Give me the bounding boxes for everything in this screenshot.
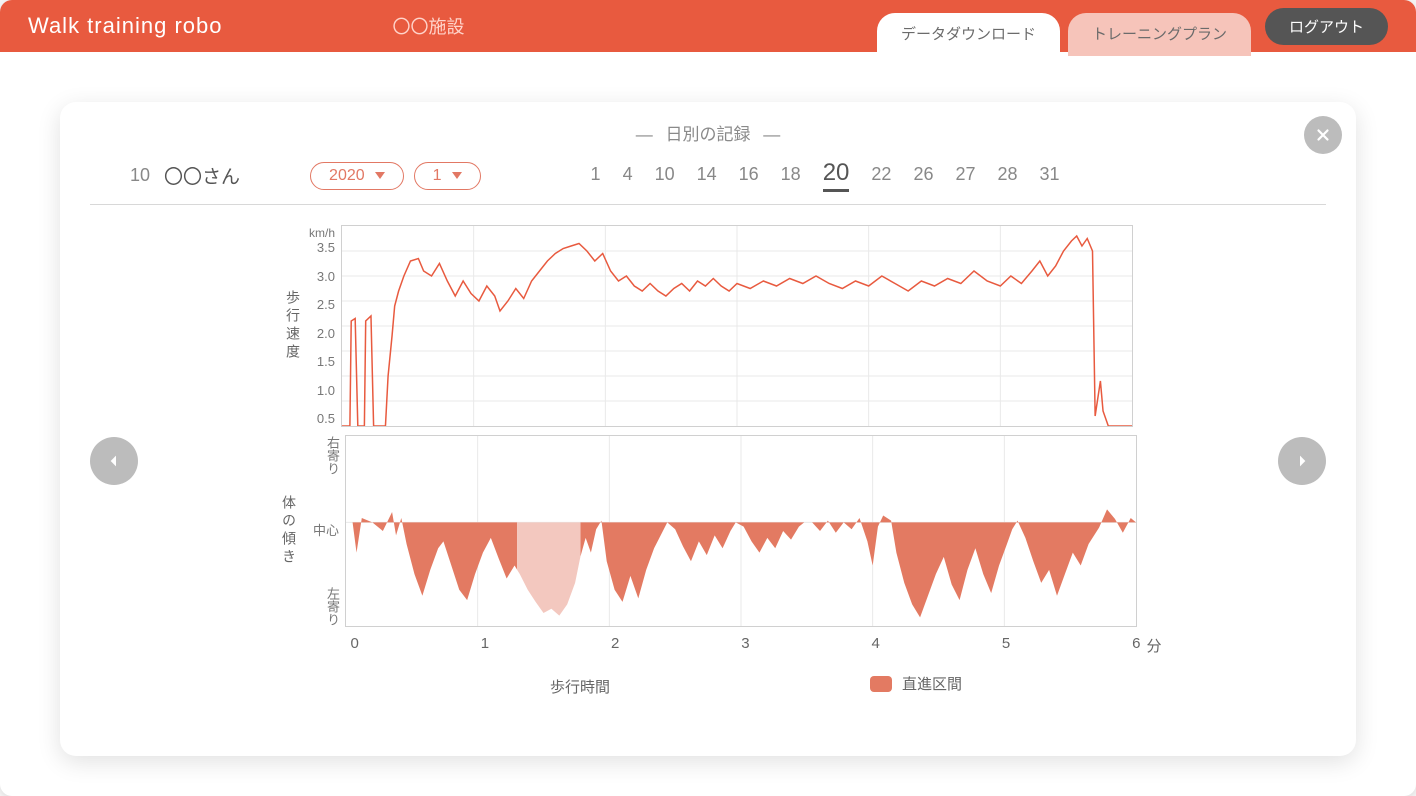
- user-name: 〇〇さん: [164, 162, 240, 189]
- x-axis-label: 歩行時間: [550, 676, 610, 697]
- date-item[interactable]: 27: [955, 164, 975, 185]
- date-item[interactable]: 26: [913, 164, 933, 185]
- legend-row: 歩行時間 直進区間: [316, 670, 1196, 697]
- chevron-down-icon: [375, 172, 385, 179]
- date-item[interactable]: 4: [623, 164, 633, 185]
- info-row: 10 〇〇さん 2020 1 1410141618202226272831: [90, 155, 1326, 205]
- chevron-right-icon: [1294, 453, 1310, 469]
- tilt-vlabel: 体の傾き: [279, 495, 299, 567]
- tilt-label-left: 左寄り: [325, 587, 339, 626]
- date-item[interactable]: 22: [871, 164, 891, 185]
- header-bar: Walk training robo 〇〇施設 データダウンロード トレーニング…: [0, 0, 1416, 52]
- legend-item: 直進区間: [870, 673, 962, 694]
- logout-button[interactable]: ログアウト: [1265, 8, 1388, 45]
- header-tabs: データダウンロード トレーニングプラン ログアウト: [877, 5, 1388, 48]
- tilt-chart: [345, 435, 1137, 627]
- tilt-y-axis: 右寄り 中心 左寄り: [305, 436, 345, 626]
- month-select[interactable]: 1: [414, 162, 481, 190]
- daily-record-card: — 日別の記録 — 10 〇〇さん 2020 1 141014161820222…: [60, 102, 1356, 756]
- date-item[interactable]: 18: [781, 164, 801, 185]
- legend-label: 直進区間: [902, 673, 962, 694]
- date-item[interactable]: 1: [591, 164, 601, 185]
- date-item[interactable]: 31: [1040, 164, 1060, 185]
- date-item[interactable]: 20: [823, 159, 850, 192]
- app-frame: Walk training robo 〇〇施設 データダウンロード トレーニング…: [0, 0, 1416, 796]
- user-id: 10: [130, 165, 150, 186]
- charts-column: 歩行速度 km/h 3.53.02.52.01.51.00.5 体の傾き: [150, 225, 1266, 697]
- tilt-label-right: 右寄り: [325, 436, 339, 475]
- date-item[interactable]: 10: [655, 164, 675, 185]
- close-icon: [1314, 126, 1332, 144]
- year-select[interactable]: 2020: [310, 162, 404, 190]
- charts-wrap: 歩行速度 km/h 3.53.02.52.01.51.00.5 体の傾き: [90, 225, 1326, 697]
- tilt-label-center: 中心: [313, 524, 339, 538]
- date-item[interactable]: 28: [998, 164, 1018, 185]
- app-title: Walk training robo: [28, 13, 222, 39]
- tab-data-download[interactable]: データダウンロード: [877, 13, 1060, 56]
- tilt-chart-block: 体の傾き 右寄り 中心 左寄り: [279, 435, 1137, 627]
- card-title: — 日別の記録 —: [90, 120, 1326, 145]
- date-item[interactable]: 16: [739, 164, 759, 185]
- page-body: — 日別の記録 — 10 〇〇さん 2020 1 141014161820222…: [0, 52, 1416, 796]
- speed-chart: [341, 225, 1133, 427]
- prev-button[interactable]: [90, 437, 138, 485]
- speed-y-axis: km/h 3.53.02.52.01.51.00.5: [309, 226, 341, 426]
- x-axis-unit: 分: [1146, 635, 1161, 656]
- close-button[interactable]: [1304, 116, 1342, 154]
- speed-vlabel: 歩行速度: [283, 290, 303, 362]
- chevron-down-icon: [452, 172, 462, 179]
- next-button[interactable]: [1278, 437, 1326, 485]
- tab-training-plan[interactable]: トレーニングプラン: [1068, 13, 1251, 56]
- speed-chart-block: 歩行速度 km/h 3.53.02.52.01.51.00.5: [283, 225, 1133, 427]
- date-picker: 1410141618202226272831: [591, 159, 1060, 192]
- chevron-left-icon: [106, 453, 122, 469]
- date-item[interactable]: 14: [697, 164, 717, 185]
- x-axis: 0123456 分: [350, 635, 1161, 656]
- facility-name: 〇〇施設: [392, 13, 464, 39]
- legend-swatch: [870, 676, 892, 692]
